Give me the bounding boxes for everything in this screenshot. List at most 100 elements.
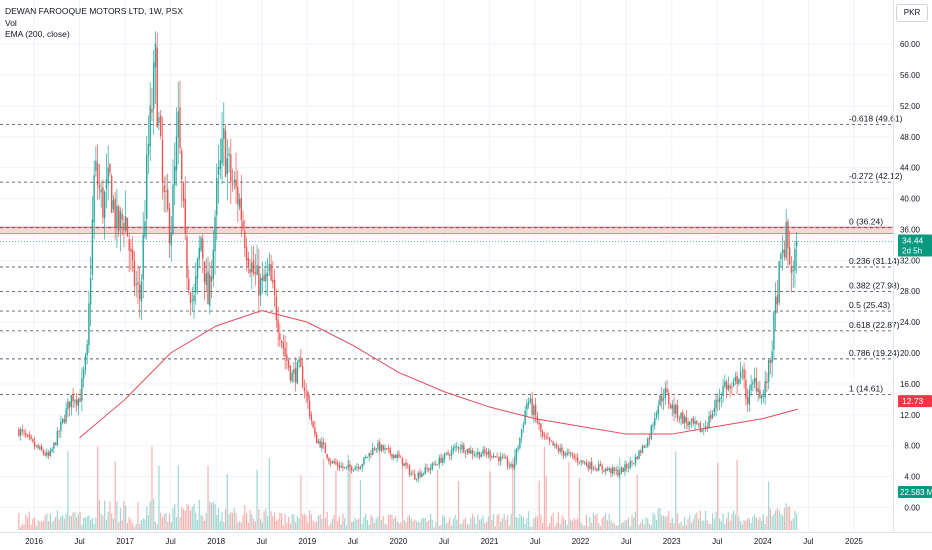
candle-body	[438, 457, 440, 465]
volume-bar	[729, 520, 731, 530]
volume-bar	[242, 515, 244, 530]
volume-bar	[440, 525, 442, 530]
volume-bar	[789, 506, 791, 530]
candle-body	[268, 264, 271, 272]
volume-bar	[764, 524, 766, 530]
volume-bar	[424, 517, 426, 530]
candle-body	[769, 360, 772, 363]
volume-bar	[263, 511, 265, 530]
price-axis-tick: 8.00	[904, 442, 920, 451]
candle-body	[499, 456, 502, 462]
volume-bar	[722, 513, 724, 530]
volume-bar	[223, 522, 225, 530]
volume-bar	[617, 525, 619, 530]
volume-bar	[682, 525, 684, 530]
volume-bar	[687, 518, 689, 530]
candle-body	[587, 464, 589, 469]
candle-body	[431, 463, 433, 469]
candle-body	[261, 277, 264, 281]
candle-body	[326, 453, 328, 458]
candle-body	[764, 381, 766, 398]
candle-body	[759, 389, 761, 399]
volume-bar	[535, 516, 537, 530]
ema-indicator-label[interactable]: EMA (200, close)	[5, 29, 70, 39]
fib-level-label: 0 (36.24)	[849, 217, 883, 227]
volume-bar	[589, 516, 591, 530]
volume-bar	[326, 511, 328, 530]
volume-bar	[266, 516, 269, 530]
volume-bar	[342, 513, 344, 530]
candle-body	[561, 447, 563, 452]
volume-bar	[673, 523, 675, 530]
candle-body	[566, 452, 568, 455]
candle-body	[167, 189, 169, 210]
candle-body	[279, 333, 281, 340]
volume-bar	[95, 517, 97, 530]
volume-indicator-label[interactable]: Vol	[5, 17, 17, 28]
volume-bar	[209, 501, 211, 530]
volume-bar	[442, 515, 444, 530]
volume-bar	[782, 515, 784, 530]
candle-body	[400, 456, 402, 458]
volume-bar	[47, 520, 50, 530]
volume-bar	[249, 509, 251, 530]
candle-body	[207, 271, 209, 305]
volume-bar	[734, 514, 736, 530]
time-axis-tick: Jul	[257, 537, 267, 546]
volume-bar	[598, 522, 600, 530]
volume-bar	[140, 520, 143, 530]
volume-bar	[310, 514, 312, 530]
candle-body	[256, 264, 258, 275]
volume-bar	[471, 513, 474, 530]
ema-200-line	[79, 310, 799, 439]
candle-body	[212, 249, 214, 279]
candle-body	[741, 370, 744, 372]
candle-body	[153, 62, 155, 109]
volume-bar	[706, 520, 708, 530]
candle-body	[191, 300, 193, 302]
candle-body	[67, 401, 69, 410]
volume-bar	[487, 516, 489, 530]
candle-body	[350, 466, 353, 471]
volume-bar	[514, 448, 516, 530]
volume-bar	[780, 514, 782, 530]
candle-body	[273, 280, 276, 296]
volume-bar	[769, 508, 771, 530]
candle-body	[634, 456, 637, 464]
candle-body	[748, 389, 751, 405]
symbol-title[interactable]: DEWAN FAROOQUE MOTORS LTD, 1W, PSX	[5, 6, 183, 16]
volume-bar	[755, 517, 757, 530]
currency-button[interactable]: PKR	[896, 4, 928, 22]
price-axis-tick: 32.00	[900, 256, 921, 265]
candle-body	[415, 478, 418, 480]
candle-body	[298, 359, 300, 362]
candle-body	[396, 454, 398, 458]
volume-bar	[571, 520, 574, 530]
candle-body	[557, 447, 560, 452]
candle-body	[776, 295, 779, 305]
candle-body	[760, 395, 763, 399]
volume-bar	[457, 481, 460, 530]
candle-body	[300, 358, 302, 367]
volume-bar	[647, 518, 649, 530]
volume-bar	[400, 522, 402, 530]
volume-bar	[146, 506, 148, 530]
volume-bar	[104, 500, 106, 530]
volume-bar	[725, 518, 728, 530]
volume-bar	[396, 521, 398, 530]
volume-bar	[401, 467, 404, 530]
volume-bar	[56, 510, 58, 530]
candle-body	[513, 460, 516, 468]
volume-bar	[661, 515, 663, 530]
volume-bar	[193, 503, 195, 530]
candle-body	[131, 249, 134, 261]
candle-body	[417, 472, 419, 479]
volume-bar	[363, 517, 365, 530]
volume-bar	[394, 516, 397, 530]
candle-body	[743, 369, 745, 379]
candle-body	[626, 463, 628, 468]
candle-body	[307, 391, 309, 401]
volume-bar	[594, 515, 596, 530]
candle-body	[734, 376, 737, 382]
